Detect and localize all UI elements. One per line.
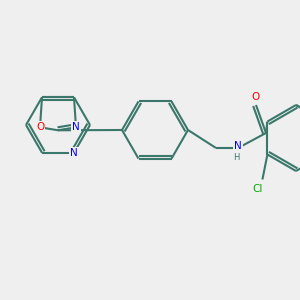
Text: N: N [234, 141, 242, 151]
Text: O: O [252, 92, 260, 102]
Text: N: N [72, 122, 80, 132]
Text: H: H [233, 154, 239, 163]
Text: N: N [70, 148, 78, 158]
Text: O: O [36, 122, 44, 132]
Text: Cl: Cl [252, 184, 262, 194]
